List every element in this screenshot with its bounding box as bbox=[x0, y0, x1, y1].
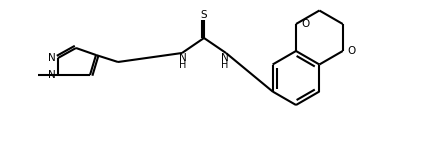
Text: S: S bbox=[201, 10, 207, 20]
Text: N: N bbox=[48, 53, 56, 63]
Text: N: N bbox=[221, 53, 229, 63]
Text: H: H bbox=[221, 60, 229, 70]
Text: O: O bbox=[348, 46, 356, 56]
Text: N: N bbox=[179, 53, 187, 63]
Text: O: O bbox=[301, 19, 309, 29]
Text: N: N bbox=[48, 70, 56, 80]
Text: H: H bbox=[179, 60, 187, 70]
